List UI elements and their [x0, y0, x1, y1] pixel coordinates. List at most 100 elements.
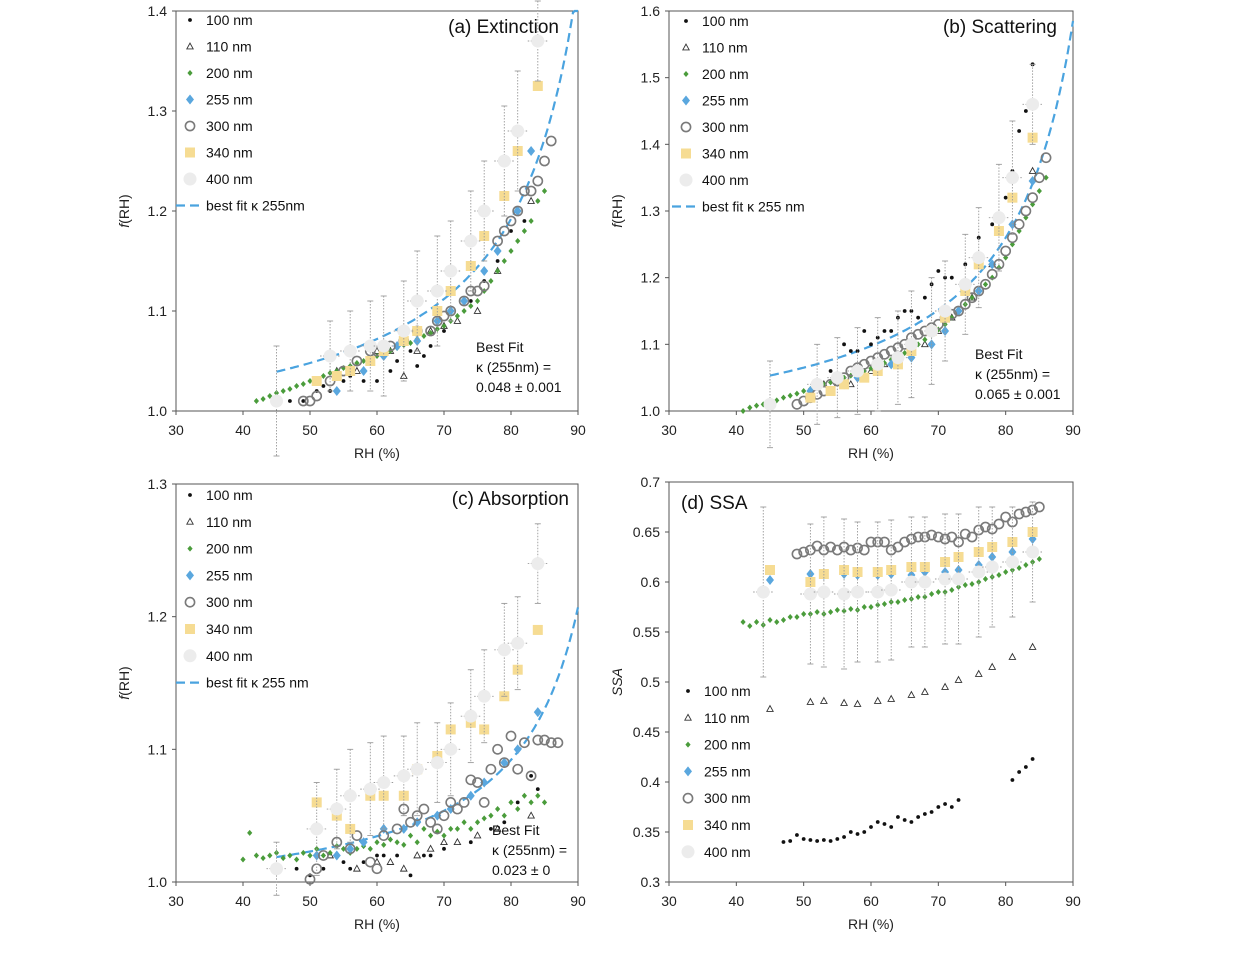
data-point: [408, 349, 413, 353]
data-point: [780, 394, 787, 401]
legend-label: 300 nm: [206, 594, 253, 610]
x-tick-label: 40: [235, 422, 251, 438]
data-point: [1036, 556, 1042, 562]
data-point: [466, 790, 475, 801]
data-point: [552, 737, 564, 749]
data-point: [993, 518, 1005, 530]
data-point: [906, 562, 917, 572]
data-point: [247, 829, 253, 836]
data-point: [882, 329, 887, 333]
series-400-nm: [270, 0, 548, 457]
series-255-nm: [806, 176, 1037, 396]
data-point: [842, 835, 846, 839]
fit-annotation: Best Fit: [492, 822, 540, 838]
data-point: [909, 820, 914, 824]
legend-marker: [186, 94, 194, 105]
legend-marker: [187, 70, 193, 76]
data-point: [1020, 506, 1032, 518]
data-point: [795, 833, 799, 837]
series-300-nm: [791, 501, 1045, 560]
data-point: [814, 609, 820, 615]
data-point: [869, 342, 873, 347]
data-point: [391, 823, 403, 835]
data-point: [766, 575, 774, 585]
data-point: [825, 541, 836, 553]
data-point: [831, 544, 843, 556]
data-point: [508, 248, 514, 254]
data-point: [1028, 166, 1037, 174]
data-point: [787, 392, 793, 399]
legend-label: 340 nm: [704, 817, 751, 833]
data-point: [253, 852, 259, 859]
data-point: [859, 372, 870, 383]
series-200-nm: [240, 792, 548, 863]
data-point: [346, 843, 355, 854]
data-point: [270, 394, 283, 408]
legend-marker: [184, 596, 196, 608]
legend-marker: [185, 624, 195, 634]
data-point: [532, 624, 543, 635]
data-point: [451, 803, 463, 815]
x-tick-label: 80: [503, 893, 519, 909]
data-point: [398, 790, 409, 801]
data-point: [365, 790, 376, 801]
data-point: [1013, 218, 1025, 230]
data-point: [966, 531, 978, 543]
data-point: [331, 836, 343, 848]
data-point: [815, 839, 820, 843]
legend-label: 255 nm: [702, 93, 749, 109]
data-point: [441, 832, 447, 839]
data-point: [428, 832, 434, 839]
data-point: [454, 313, 460, 319]
data-point: [535, 198, 541, 204]
data-point: [515, 806, 521, 813]
x-tick-label: 60: [863, 893, 879, 909]
data-point: [946, 531, 958, 543]
data-point: [922, 812, 927, 816]
data-point: [1028, 642, 1037, 650]
data-point: [954, 675, 963, 683]
legend-label: 110 nm: [206, 514, 252, 530]
y-tick-label: 1.0: [641, 403, 661, 419]
legend-label: 110 nm: [704, 710, 750, 726]
data-point: [539, 155, 550, 167]
data-point: [493, 824, 502, 832]
data-point: [473, 306, 482, 314]
data-point: [359, 366, 368, 376]
data-point: [395, 853, 399, 858]
y-tick-label: 0.4: [641, 774, 661, 790]
y-tick-label: 1.6: [641, 3, 661, 19]
x-tick-label: 60: [369, 893, 385, 909]
data-point: [267, 393, 273, 399]
data-point: [527, 196, 536, 204]
data-point: [899, 536, 911, 548]
data-point: [495, 259, 500, 263]
x-tick-label: 40: [729, 893, 745, 909]
legend-marker: [686, 689, 690, 693]
data-point: [527, 146, 536, 156]
legend-label: 255 nm: [704, 763, 751, 779]
data-point: [902, 350, 908, 356]
y-axis-label: SSA: [609, 668, 625, 696]
data-point: [916, 815, 921, 819]
data-point: [454, 825, 460, 832]
data-point: [918, 575, 932, 589]
data-point: [532, 81, 543, 91]
data-point: [1043, 174, 1049, 181]
data-point: [873, 696, 882, 704]
data-point: [351, 355, 363, 367]
data-point: [351, 830, 363, 841]
data-point: [881, 601, 888, 607]
data-point: [906, 533, 917, 545]
data-point: [515, 238, 521, 244]
y-tick-label: 0.35: [633, 824, 660, 840]
data-point: [492, 235, 503, 247]
legend-label: 100 nm: [206, 487, 253, 503]
data-point: [774, 619, 780, 625]
data-point: [845, 544, 857, 556]
data-point: [1000, 245, 1012, 257]
data-point: [341, 379, 346, 383]
legend-label: 400 nm: [704, 844, 751, 860]
data-point: [301, 399, 306, 403]
data-point: [525, 185, 537, 197]
